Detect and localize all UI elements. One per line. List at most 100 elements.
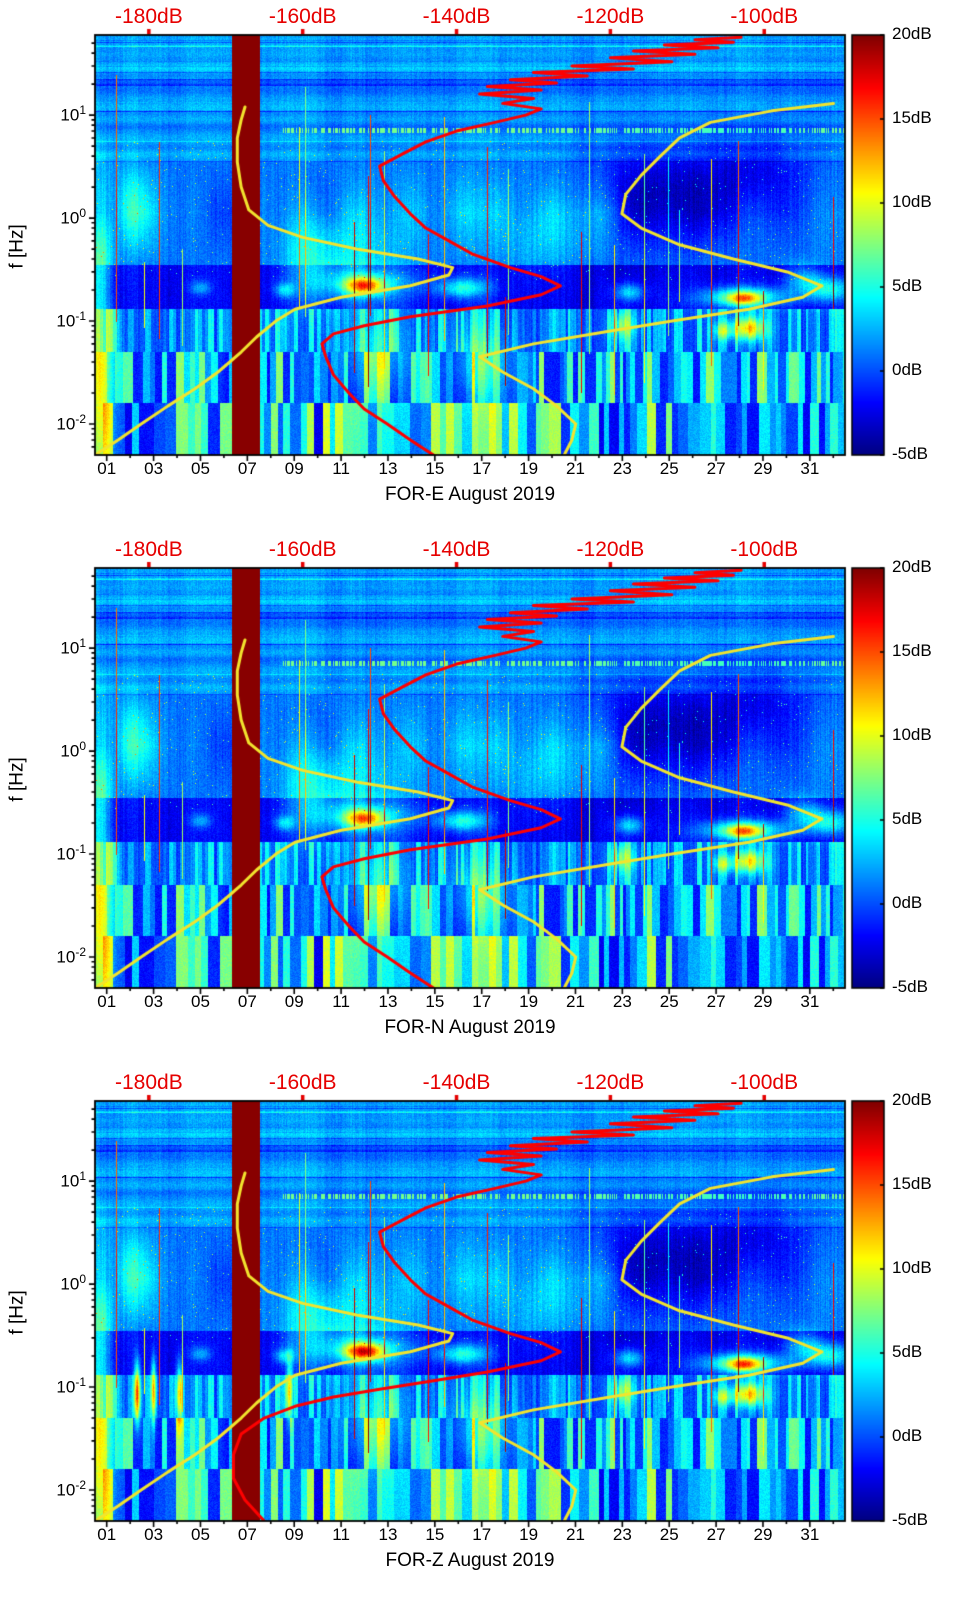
x-tick-label: 11 xyxy=(332,1525,350,1544)
spectrogram-canvas-FOR-E xyxy=(0,0,962,533)
x-tick-label: 09 xyxy=(284,992,304,1011)
colorbar-tick-label: 20dB xyxy=(892,24,932,43)
x-tick-label: 31 xyxy=(800,459,820,478)
x-tick-label: 29 xyxy=(753,459,773,478)
top-axis-tick-label: -100dB xyxy=(730,5,799,28)
x-tick-label: 11 xyxy=(332,992,350,1011)
colorbar-tick-label: 15dB xyxy=(892,1174,932,1193)
x-tick-label: 25 xyxy=(659,1525,679,1544)
x-tick-label: 15 xyxy=(425,459,445,478)
y-tick-label: 10-1 xyxy=(56,1375,86,1397)
x-tick-label: 01 xyxy=(97,992,117,1011)
top-axis-tick-label: -160dB xyxy=(268,1071,337,1094)
x-axis-label: FOR-E August 2019 xyxy=(384,484,556,505)
x-tick-label: 15 xyxy=(425,1525,445,1544)
x-tick-label: 31 xyxy=(800,992,820,1011)
x-tick-label: 25 xyxy=(659,459,679,478)
top-axis-tick-label: -140dB xyxy=(422,538,491,561)
x-tick-label: 17 xyxy=(472,459,492,478)
y-axis-label: f [Hz] xyxy=(6,1290,28,1335)
x-tick-label: 15 xyxy=(425,992,445,1011)
x-tick-label: 19 xyxy=(519,1525,539,1544)
x-tick-label: 17 xyxy=(472,992,492,1011)
x-tick-label: 27 xyxy=(706,992,726,1011)
x-tick-label: 29 xyxy=(753,992,773,1011)
colorbar-tick-label: -5dB xyxy=(892,977,928,996)
y-tick-label: 10-1 xyxy=(56,842,86,864)
top-axis-tick-label: -160dB xyxy=(268,538,337,561)
colorbar-tick-label: 10dB xyxy=(892,1258,932,1277)
y-axis-label: f [Hz] xyxy=(6,224,28,269)
colorbar-tick-label: 0dB xyxy=(892,1426,923,1445)
x-tick-label: 09 xyxy=(284,1525,304,1544)
colorbar-tick-label: 15dB xyxy=(892,641,932,660)
top-axis-tick-label: -100dB xyxy=(730,1071,799,1094)
x-tick-label: 01 xyxy=(97,459,117,478)
x-tick-label: 09 xyxy=(284,459,304,478)
x-tick-label: 19 xyxy=(519,459,539,478)
panel-FOR-Z: f [Hz] FOR-Z August 2019 -180dB -160dB -14… xyxy=(0,1066,962,1599)
top-axis-tick-label: -140dB xyxy=(422,1071,491,1094)
y-tick-label: 101 xyxy=(60,103,86,125)
x-tick-label: 21 xyxy=(566,1525,585,1544)
top-axis-tick-label: -140dB xyxy=(422,5,491,28)
colorbar-tick-label: -5dB xyxy=(892,1510,928,1529)
y-tick-label: 10-2 xyxy=(56,412,86,434)
x-tick-label: 07 xyxy=(237,1525,257,1544)
top-axis-tick-label: -180dB xyxy=(114,538,183,561)
y-tick-label: 101 xyxy=(60,1169,86,1191)
x-tick-label: 03 xyxy=(144,992,164,1011)
spectrogram-canvas-FOR-N xyxy=(0,533,962,1066)
x-tick-label: 23 xyxy=(612,459,632,478)
x-tick-label: 31 xyxy=(800,1525,820,1544)
top-axis-tick-label: -120dB xyxy=(576,538,645,561)
x-tick-label: 21 xyxy=(566,992,585,1011)
top-axis-tick-label: -100dB xyxy=(730,538,799,561)
x-tick-label: 03 xyxy=(144,1525,164,1544)
top-axis-tick-label: -160dB xyxy=(268,5,337,28)
y-tick-label: 10-1 xyxy=(56,309,86,331)
x-tick-label: 13 xyxy=(378,459,398,478)
x-tick-label: 19 xyxy=(519,992,539,1011)
y-tick-label: 10-2 xyxy=(56,1478,86,1500)
x-tick-label: 17 xyxy=(472,1525,492,1544)
top-axis-tick-label: -180dB xyxy=(114,1071,183,1094)
y-tick-label: 101 xyxy=(60,636,86,658)
panel-FOR-E: f [Hz] FOR-E August 2019 -180dB -160dB -14… xyxy=(0,0,962,533)
x-tick-label: 13 xyxy=(378,1525,398,1544)
x-tick-label: 11 xyxy=(332,459,350,478)
panel-FOR-N: f [Hz] FOR-N August 2019 -180dB -160dB -14… xyxy=(0,533,962,1066)
x-tick-label: 21 xyxy=(566,459,585,478)
x-tick-label: 23 xyxy=(612,1525,632,1544)
x-tick-label: 23 xyxy=(612,992,632,1011)
x-tick-label: 27 xyxy=(706,1525,726,1544)
colorbar-tick-label: 15dB xyxy=(892,108,932,127)
top-axis-tick-label: -120dB xyxy=(576,1071,645,1094)
x-tick-label: 05 xyxy=(191,992,210,1011)
x-axis-label: FOR-Z August 2019 xyxy=(385,1550,555,1571)
x-tick-label: 27 xyxy=(706,459,726,478)
y-tick-label: 100 xyxy=(60,739,86,761)
colorbar-tick-label: 0dB xyxy=(892,360,923,379)
colorbar-tick-label: 20dB xyxy=(892,557,932,576)
y-axis-label: f [Hz] xyxy=(6,757,28,802)
x-tick-label: 01 xyxy=(97,1525,117,1544)
x-tick-label: 03 xyxy=(144,459,164,478)
x-axis-label: FOR-N August 2019 xyxy=(384,1017,556,1038)
x-tick-label: 05 xyxy=(191,459,210,478)
x-tick-label: 13 xyxy=(378,992,398,1011)
y-tick-label: 10-2 xyxy=(56,945,86,967)
colorbar-tick-label: 10dB xyxy=(892,725,932,744)
colorbar-tick-label: 20dB xyxy=(892,1090,932,1109)
x-tick-label: 07 xyxy=(237,459,257,478)
spectrogram-canvas-FOR-Z xyxy=(0,1066,962,1599)
y-tick-label: 100 xyxy=(60,1272,86,1294)
y-tick-label: 100 xyxy=(60,206,86,228)
colorbar-tick-label: -5dB xyxy=(892,444,928,463)
x-tick-label: 29 xyxy=(753,1525,773,1544)
colorbar-tick-label: 10dB xyxy=(892,192,932,211)
colorbar-tick-label: 5dB xyxy=(892,809,923,828)
colorbar-tick-label: 5dB xyxy=(892,276,923,295)
colorbar-tick-label: 0dB xyxy=(892,893,923,912)
